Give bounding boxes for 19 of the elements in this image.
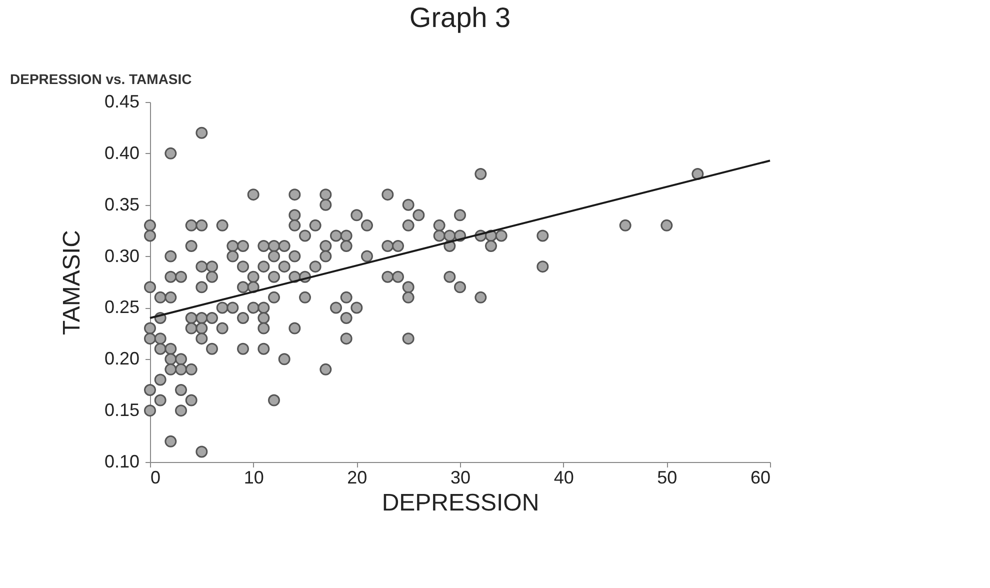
y-tick-label: 0.15 [104,400,140,420]
y-tick-label: 0.25 [104,297,140,318]
chart-title: Graph 3 [409,2,511,33]
y-tick-label: 0.20 [104,348,140,369]
x-tick-label: 40 [554,468,574,488]
x-tick-label: 10 [244,468,264,488]
chart-subtitle: DEPRESSION vs. TAMASIC [10,71,192,87]
x-tick-label: 20 [347,468,368,488]
x-axis-title: DEPRESSION [382,490,540,516]
x-tick-label: 30 [450,468,471,488]
x-tick-label: 60 [750,468,770,488]
y-tick-label: 0.30 [104,246,140,266]
y-tick-label: 0.40 [104,142,140,163]
x-tick-label: 50 [657,468,678,488]
y-tick-label: 0.10 [104,452,140,472]
y-tick-label: 0.35 [104,194,140,214]
y-axis-title: TAMASIC [58,230,86,335]
y-tick-label: 0.45 [104,92,140,112]
x-tick-label: 0 [150,468,161,488]
